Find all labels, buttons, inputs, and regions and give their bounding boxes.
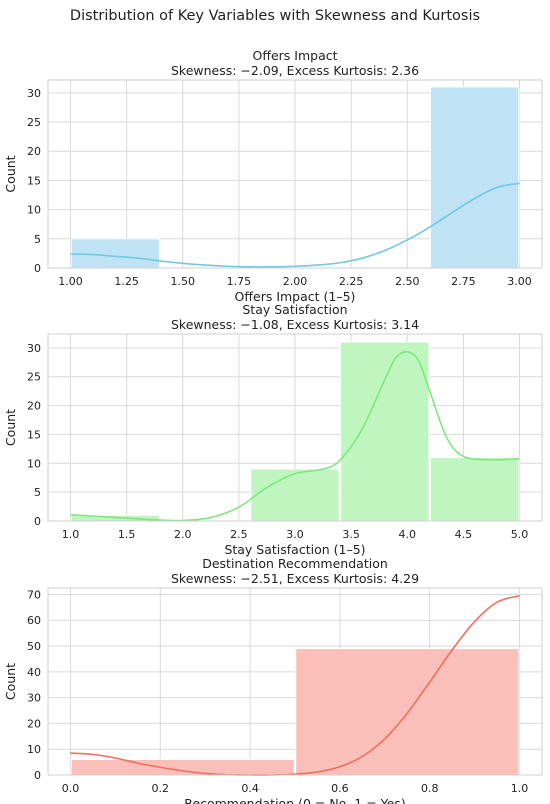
x-tick-label: 4.0 — [399, 528, 417, 541]
x-tick-label: 1.50 — [170, 275, 195, 288]
x-tick-label: 2.25 — [339, 275, 364, 288]
panel-subtitle: Skewness: −2.09, Excess Kurtosis: 2.36 — [171, 63, 419, 78]
y-axis-label: Count — [3, 663, 18, 700]
y-tick-label: 15 — [27, 428, 41, 441]
y-tick-label: 0 — [34, 515, 41, 528]
y-tick-label: 20 — [27, 400, 41, 413]
y-tick-label: 30 — [27, 692, 41, 705]
x-tick-label: 0.2 — [152, 782, 170, 795]
panel-title: Offers Impact — [253, 48, 338, 63]
panel-title: Destination Recommendation — [202, 556, 388, 571]
x-tick-label: 1.0 — [511, 782, 529, 795]
x-tick-label: 1.00 — [58, 275, 83, 288]
y-tick-label: 60 — [27, 614, 41, 627]
y-tick-label: 25 — [27, 371, 41, 384]
panel-subtitle: Skewness: −1.08, Excess Kurtosis: 3.14 — [171, 317, 419, 332]
panel-subtitle: Skewness: −2.51, Excess Kurtosis: 4.29 — [171, 571, 419, 586]
kde-line — [70, 594, 520, 776]
plot-frame — [47, 587, 543, 776]
x-tick-label: 1.5 — [118, 528, 136, 541]
x-tick-label: 1.25 — [114, 275, 139, 288]
plot-frame — [47, 79, 543, 269]
x-tick-label: 0.6 — [331, 782, 349, 795]
x-tick-label: 0.4 — [241, 782, 259, 795]
x-tick-label: 5.0 — [511, 528, 529, 541]
histogram-bar — [429, 86, 520, 269]
y-tick-label: 10 — [27, 457, 41, 470]
panel-title: Stay Satisfaction — [242, 302, 347, 317]
x-tick-label: 3.00 — [507, 275, 532, 288]
histogram-bar — [70, 238, 161, 269]
x-tick-label: 0.0 — [62, 782, 80, 795]
y-tick-label: 30 — [27, 342, 41, 355]
y-tick-label: 10 — [27, 743, 41, 756]
histogram-bar — [429, 457, 520, 522]
kde-line — [70, 182, 520, 268]
figure-title: Distribution of Key Variables with Skewn… — [70, 8, 480, 24]
x-tick-label: 2.50 — [395, 275, 420, 288]
x-tick-label: 3.0 — [286, 528, 304, 541]
histogram-bar — [250, 468, 340, 522]
y-tick-label: 50 — [27, 640, 41, 653]
x-tick-label: 3.5 — [342, 528, 360, 541]
y-tick-label: 15 — [27, 174, 41, 187]
x-tick-label: 2.5 — [230, 528, 248, 541]
x-tick-label: 4.5 — [455, 528, 473, 541]
histogram-bar — [70, 759, 295, 776]
y-tick-label: 30 — [27, 87, 41, 100]
y-tick-label: 5 — [34, 486, 41, 499]
x-axis-label: Recommendation (0 = No, 1 = Yes) — [184, 796, 405, 804]
histogram-bar — [340, 341, 430, 522]
y-tick-label: 5 — [34, 233, 41, 246]
x-tick-label: 0.8 — [421, 782, 439, 795]
y-tick-label: 20 — [27, 717, 41, 730]
x-axis-label: Offers Impact (1–5) — [235, 289, 356, 304]
x-tick-label: 2.75 — [451, 275, 476, 288]
y-tick-label: 40 — [27, 666, 41, 679]
x-axis-label: Stay Satisfaction (1–5) — [224, 542, 365, 557]
y-tick-label: 70 — [27, 588, 41, 601]
kde-line — [70, 351, 520, 522]
y-tick-label: 20 — [27, 145, 41, 158]
y-axis-label: Count — [3, 155, 18, 192]
y-tick-label: 0 — [34, 769, 41, 782]
y-tick-label: 10 — [27, 204, 41, 217]
y-tick-label: 0 — [34, 262, 41, 275]
x-tick-label: 1.75 — [227, 275, 252, 288]
x-tick-label: 1.0 — [62, 528, 80, 541]
plot-frame — [47, 333, 543, 522]
y-tick-label: 25 — [27, 116, 41, 129]
y-axis-label: Count — [3, 409, 18, 446]
x-tick-label: 2.00 — [283, 275, 308, 288]
x-tick-label: 2.0 — [174, 528, 192, 541]
